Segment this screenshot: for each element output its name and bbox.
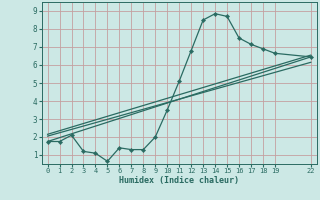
X-axis label: Humidex (Indice chaleur): Humidex (Indice chaleur) [119,176,239,185]
